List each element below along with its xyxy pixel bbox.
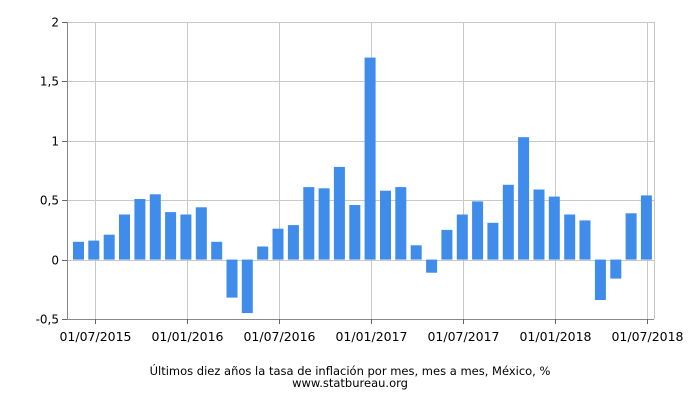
- y-tick-label: 0,5: [40, 194, 59, 208]
- bar: [410, 245, 422, 260]
- y-tick-label: 1,5: [40, 75, 59, 89]
- bar: [579, 220, 591, 260]
- y-tick-label: -0,5: [36, 313, 59, 327]
- bar: [487, 222, 499, 260]
- chart-source: www.statbureau.org: [292, 376, 408, 390]
- bar: [349, 205, 361, 260]
- bar: [472, 201, 484, 260]
- bar: [195, 207, 207, 260]
- bar: [333, 166, 345, 260]
- x-axis-ticks: 01/07/2015 01/01/2016 01/07/2016 01/01/2017…: [59, 319, 684, 344]
- x-tick-label: 01/01/2016: [151, 329, 223, 344]
- bar-series: [73, 57, 652, 314]
- bar: [380, 190, 391, 260]
- bar: [241, 259, 253, 314]
- y-axis-ticks: 2 1,5 1 0,5 0 -0,5: [36, 16, 67, 327]
- bar: [287, 225, 299, 260]
- x-tick-label: 01/07/2015: [59, 329, 131, 344]
- bar: [103, 234, 115, 260]
- bar: [594, 259, 606, 300]
- y-tick-label: 0: [51, 254, 59, 268]
- y-tick-label: 1: [51, 135, 59, 149]
- x-tick-label: 01/01/2018: [519, 329, 591, 344]
- bar: [303, 187, 315, 260]
- bar: [73, 241, 84, 260]
- bar: [226, 259, 238, 298]
- bar: [364, 57, 376, 260]
- bar: [272, 228, 284, 260]
- x-tick-label: 01/01/2017: [335, 329, 407, 344]
- bar: [149, 194, 161, 260]
- x-tick-label: 01/07/2018: [611, 329, 683, 344]
- bar: [426, 259, 438, 273]
- x-tick-label: 01/07/2016: [243, 329, 315, 344]
- bar: [456, 214, 468, 260]
- bar: [564, 214, 576, 260]
- axes: [67, 22, 655, 320]
- bar: [257, 246, 269, 260]
- bar: [134, 199, 146, 260]
- y-tick-label: 2: [51, 16, 59, 30]
- chart-title: Últimos diez años la tasa de inflación p…: [149, 364, 551, 378]
- bar: [502, 184, 514, 260]
- bar: [119, 214, 130, 260]
- x-tick-label: 01/07/2017: [427, 329, 499, 344]
- bar: [88, 240, 100, 260]
- bar: [610, 259, 622, 279]
- bar: [548, 196, 560, 260]
- bar: [180, 214, 192, 260]
- bar: [533, 189, 545, 260]
- bar: [640, 195, 652, 260]
- bar: [395, 187, 407, 260]
- plot-background: [67, 22, 654, 319]
- bar: [211, 241, 223, 260]
- bar: [441, 229, 453, 260]
- bar: [165, 212, 177, 260]
- bar: [318, 188, 330, 260]
- bar: [518, 137, 530, 260]
- bar: [625, 213, 637, 260]
